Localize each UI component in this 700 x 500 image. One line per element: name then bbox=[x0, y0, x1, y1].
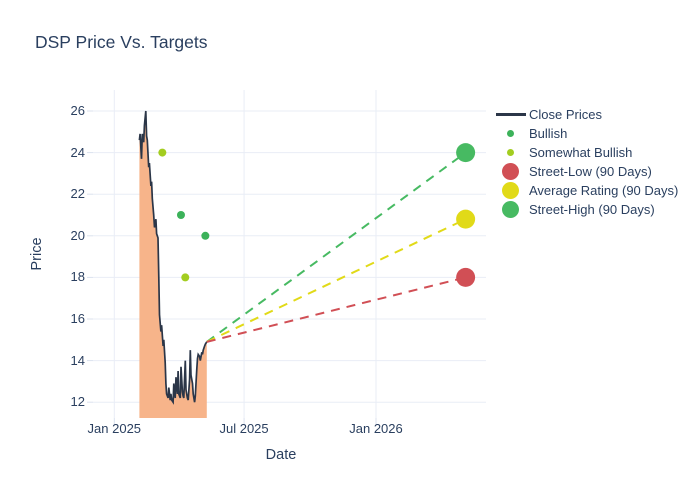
x-axis-title: Date bbox=[265, 447, 297, 463]
y-tick-label: 14 bbox=[70, 352, 85, 368]
street-high-marker[interactable] bbox=[456, 143, 476, 163]
legend-item-label: Close Prices bbox=[529, 107, 602, 122]
close-price-area bbox=[139, 111, 207, 418]
x-tick-label: Jan 2025 bbox=[87, 421, 142, 436]
x-tick-label: Jan 2026 bbox=[349, 421, 403, 436]
bullish-point[interactable] bbox=[201, 231, 210, 240]
y-tick-label: 18 bbox=[70, 269, 85, 285]
close-price-line[interactable] bbox=[138, 110, 208, 405]
legend: Close Prices Bullish Somewhat Bullish Stree… bbox=[492, 105, 678, 219]
x-tick-label: Jul 2025 bbox=[219, 421, 269, 436]
street-low-projection-line bbox=[206, 276, 466, 343]
somewhat-bullish-point[interactable] bbox=[158, 148, 167, 157]
close-prices-legend-swatch-icon bbox=[492, 113, 529, 116]
y-tick-label: 16 bbox=[70, 311, 85, 326]
average-rating-legend-swatch-icon bbox=[492, 182, 529, 199]
y-tick-label: 12 bbox=[70, 394, 85, 410]
legend-item-label: Street-Low (90 Days) bbox=[529, 164, 652, 179]
legend-item-street-high[interactable]: Street-High (90 Days) bbox=[492, 200, 678, 219]
somewhat-bullish-legend-swatch-icon bbox=[492, 149, 529, 156]
legend-item-street-low[interactable]: Street-Low (90 Days) bbox=[492, 162, 678, 181]
y-tick-label: 22 bbox=[70, 186, 85, 202]
y-tick-label: 24 bbox=[70, 144, 85, 160]
average-rating-marker[interactable] bbox=[456, 209, 476, 229]
legend-item-label: Average Rating (90 Days) bbox=[529, 183, 679, 198]
average-rating-projection-line bbox=[206, 218, 467, 343]
legend-item-close-prices[interactable]: Close Prices bbox=[492, 105, 678, 124]
legend-item-label: Somewhat Bullish bbox=[529, 145, 633, 160]
street-low-marker[interactable] bbox=[456, 267, 476, 287]
y-tick-label: 20 bbox=[70, 227, 85, 243]
street-high-legend-swatch-icon bbox=[492, 201, 529, 218]
legend-item-somewhat-bullish[interactable]: Somewhat Bullish bbox=[492, 143, 678, 162]
bullish-legend-swatch-icon bbox=[492, 130, 529, 137]
street-low-legend-swatch-icon bbox=[492, 163, 529, 180]
chart-title: DSP Price Vs. Targets bbox=[35, 32, 208, 52]
legend-item-bullish[interactable]: Bullish bbox=[492, 124, 678, 143]
legend-item-label: Bullish bbox=[529, 126, 568, 141]
legend-item-average-rating[interactable]: Average Rating (90 Days) bbox=[492, 181, 678, 200]
y-tick-label: 26 bbox=[70, 103, 85, 118]
street-high-projection-line bbox=[206, 151, 467, 343]
legend-item-label: Street-High (90 Days) bbox=[529, 202, 655, 217]
bullish-point[interactable] bbox=[176, 211, 185, 219]
somewhat-bullish-point[interactable] bbox=[181, 273, 190, 282]
